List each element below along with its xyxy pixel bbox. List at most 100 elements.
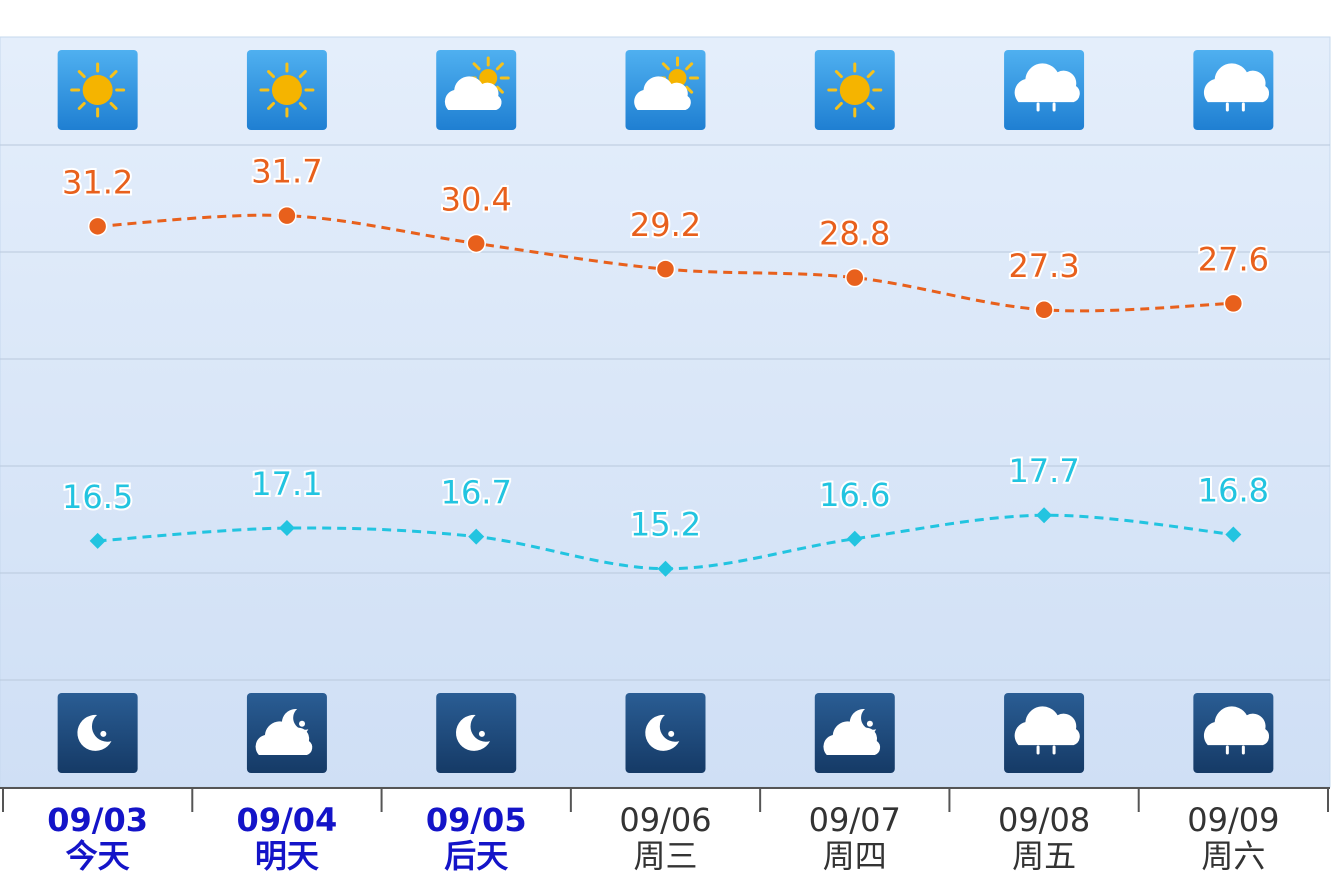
moon xyxy=(455,714,491,751)
sun-ray xyxy=(298,101,307,110)
point xyxy=(1036,507,1053,524)
sun-ray xyxy=(298,70,307,79)
weather-icon xyxy=(1193,693,1274,773)
weather-icon xyxy=(246,693,327,773)
sun-ray xyxy=(109,101,118,110)
sun-ray xyxy=(685,62,694,71)
weather-icon xyxy=(814,50,895,130)
value-label: 31.2 xyxy=(62,163,133,201)
value-label: 30.4 xyxy=(441,180,512,218)
date-label: 09/07 xyxy=(809,801,901,839)
value-label: 16.6 xyxy=(819,476,890,514)
value-label: 29.2 xyxy=(630,206,701,244)
sun-ray xyxy=(834,70,843,79)
sun-ray xyxy=(495,85,504,94)
point xyxy=(655,259,676,279)
point xyxy=(1223,293,1244,314)
point xyxy=(1225,526,1242,543)
moon xyxy=(645,714,680,751)
sun xyxy=(82,75,113,105)
value-label: 31.7 xyxy=(251,153,322,191)
point xyxy=(89,532,106,549)
value-label: 17.7 xyxy=(1008,452,1079,490)
day-label: 周四 xyxy=(823,837,887,875)
value-label: 15.2 xyxy=(630,506,701,544)
value-label: 27.3 xyxy=(1008,247,1079,285)
weather-icon xyxy=(57,693,138,773)
weather-icon xyxy=(1193,50,1274,130)
weather-icon xyxy=(625,50,706,130)
point xyxy=(277,205,297,226)
sun xyxy=(271,75,302,105)
star xyxy=(100,730,107,737)
day-label: 后天 xyxy=(444,837,508,875)
date-label: 09/08 xyxy=(998,801,1090,839)
cloud xyxy=(1203,706,1270,746)
point xyxy=(1034,300,1054,320)
moon xyxy=(77,714,112,751)
point xyxy=(87,216,108,237)
day-label: 周五 xyxy=(1012,837,1076,875)
icon-box xyxy=(57,693,138,773)
star xyxy=(299,720,306,727)
date-label: 09/06 xyxy=(619,801,711,839)
icon-box xyxy=(436,693,517,773)
sun xyxy=(479,69,498,87)
cloud xyxy=(634,76,691,110)
date-label: 09/03 xyxy=(47,801,148,839)
star xyxy=(668,730,675,737)
point xyxy=(657,560,674,577)
sun-ray xyxy=(661,62,670,71)
point xyxy=(845,267,865,288)
weather-icon xyxy=(1004,50,1085,130)
cloud xyxy=(1203,63,1270,103)
day-label: 周三 xyxy=(633,837,697,875)
sun-ray xyxy=(685,85,694,94)
day-label: 周六 xyxy=(1201,837,1265,875)
cloud xyxy=(823,721,881,755)
cloud xyxy=(1014,63,1080,103)
point xyxy=(466,233,486,254)
weather-icon xyxy=(625,693,706,773)
sun-ray xyxy=(834,101,843,110)
star xyxy=(478,730,485,737)
day-label: 今天 xyxy=(66,837,130,875)
value-label: 16.5 xyxy=(62,478,133,516)
sun-ray xyxy=(77,70,86,79)
weather-icon xyxy=(246,50,327,130)
sun-ray xyxy=(472,62,481,71)
sun-ray xyxy=(866,70,875,79)
sun-ray xyxy=(109,70,118,79)
sun xyxy=(668,69,687,87)
star xyxy=(866,720,873,727)
sun-ray xyxy=(495,62,504,71)
sun-ray xyxy=(267,101,275,110)
weather-icon xyxy=(436,50,517,130)
date-label: 09/09 xyxy=(1187,801,1279,839)
weather-icon xyxy=(57,50,138,130)
point xyxy=(846,530,863,547)
day-label: 明天 xyxy=(255,837,319,875)
value-label: 16.8 xyxy=(1198,471,1269,509)
cloud xyxy=(444,76,502,110)
value-label: 16.7 xyxy=(441,474,512,512)
value-label: 27.6 xyxy=(1198,240,1269,278)
weather-icon xyxy=(436,693,517,773)
value-label: 28.8 xyxy=(819,215,890,253)
weather-icon xyxy=(814,693,895,773)
cloud xyxy=(255,721,313,755)
point xyxy=(278,520,295,537)
value-label: 17.1 xyxy=(251,465,322,503)
sun-ray xyxy=(866,101,875,110)
date-label: 09/05 xyxy=(426,801,527,839)
cloud xyxy=(1014,706,1080,746)
sun-ray xyxy=(267,70,275,79)
icon-box xyxy=(625,693,706,773)
plot-background xyxy=(0,36,1331,788)
point xyxy=(468,528,485,545)
sun xyxy=(839,75,870,105)
date-label: 09/04 xyxy=(237,801,338,839)
weather-icon xyxy=(1004,693,1085,773)
sun-ray xyxy=(77,101,86,110)
